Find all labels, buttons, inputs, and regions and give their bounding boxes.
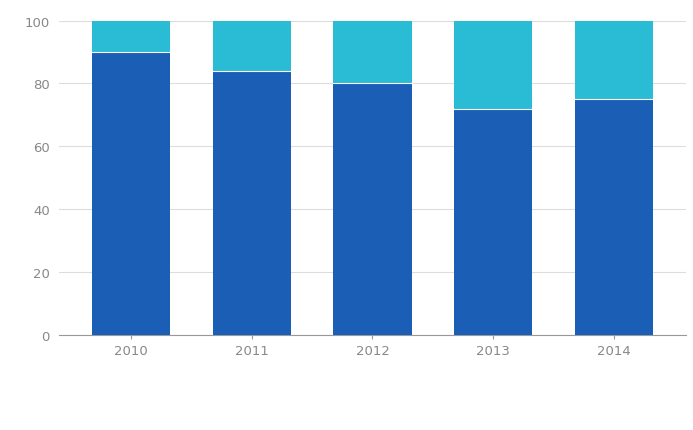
Bar — [213, 22, 291, 72]
Bar — [213, 72, 291, 335]
Bar — [454, 109, 532, 335]
Bar — [333, 22, 412, 84]
Bar — [92, 22, 170, 53]
Bar — [574, 22, 653, 100]
Bar — [333, 84, 412, 335]
Bar — [574, 100, 653, 335]
Bar — [454, 22, 532, 109]
Bar — [92, 53, 170, 335]
